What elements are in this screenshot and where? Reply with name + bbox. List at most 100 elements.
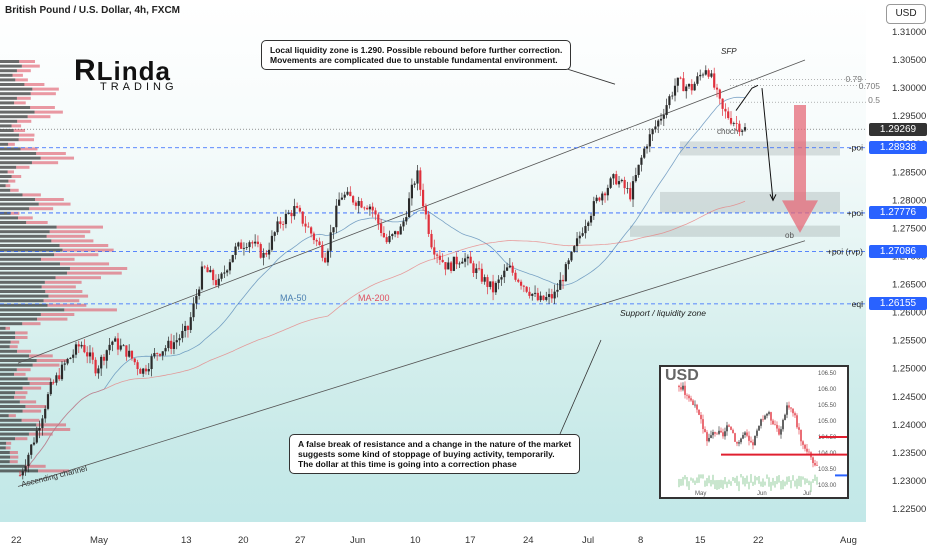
inset-volume-bar bbox=[796, 478, 798, 489]
candle-body bbox=[567, 260, 570, 265]
inset-candle-body bbox=[736, 441, 738, 444]
volume-profile-bar bbox=[0, 124, 12, 128]
inset-candle-body bbox=[778, 428, 780, 435]
candle-body bbox=[296, 206, 299, 208]
volume-profile-bar bbox=[9, 451, 18, 454]
y-tick-label: 1.28500 bbox=[892, 167, 926, 178]
candle-body bbox=[668, 96, 671, 106]
candle-body bbox=[170, 340, 173, 349]
currency-button[interactable]: USD bbox=[886, 4, 926, 24]
candle-body bbox=[665, 105, 668, 116]
candle-body bbox=[195, 295, 198, 304]
inset-title: USD bbox=[665, 367, 699, 384]
candle-body bbox=[438, 255, 441, 260]
candle-body bbox=[732, 123, 735, 124]
candle-body bbox=[354, 202, 358, 206]
candle-body bbox=[318, 241, 321, 245]
inset-candle-body bbox=[706, 432, 708, 442]
inset-candle-body bbox=[764, 415, 766, 420]
inset-volume-bar bbox=[684, 475, 686, 480]
volume-profile-bar bbox=[0, 460, 10, 464]
candle-body bbox=[671, 95, 674, 97]
inset-volume-bar bbox=[768, 477, 770, 487]
x-tick-label: 27 bbox=[295, 535, 306, 546]
inset-volume-bar bbox=[692, 478, 694, 483]
candle-body bbox=[346, 191, 349, 195]
inset-volume-bar bbox=[714, 480, 716, 490]
candle-body bbox=[547, 294, 551, 297]
candle-body bbox=[461, 261, 464, 264]
candle-body bbox=[77, 344, 80, 347]
candle-body bbox=[472, 263, 475, 273]
candle-body bbox=[419, 170, 422, 190]
candle-body bbox=[727, 111, 730, 119]
inset-candle-body bbox=[806, 448, 808, 452]
candle-body bbox=[32, 442, 36, 445]
x-tick-label: 24 bbox=[523, 535, 534, 546]
x-tick-label: 22 bbox=[753, 535, 764, 546]
candle-body bbox=[388, 236, 391, 243]
volume-profile-bar bbox=[0, 262, 60, 266]
candle-body bbox=[444, 262, 447, 270]
candle-body bbox=[282, 224, 285, 225]
inset-candle-body bbox=[690, 398, 692, 401]
x-tick-label: 13 bbox=[181, 535, 192, 546]
inset-candle-body bbox=[722, 432, 724, 437]
inset-volume-bar bbox=[752, 481, 754, 486]
y-tick-label: 1.22500 bbox=[892, 504, 926, 515]
volume-profile-bar bbox=[0, 64, 22, 68]
inset-candle-body bbox=[698, 409, 700, 415]
y-tick-label: 1.29500 bbox=[892, 111, 926, 122]
volume-profile-bar bbox=[16, 69, 31, 73]
candle-body bbox=[102, 356, 106, 361]
inset-candle-body bbox=[782, 419, 784, 430]
candle-body bbox=[338, 199, 341, 206]
candle-body bbox=[718, 89, 721, 99]
inset-volume-bar bbox=[704, 480, 706, 487]
candle-body bbox=[743, 127, 747, 131]
candle-body bbox=[533, 292, 537, 294]
candle-body bbox=[690, 84, 693, 91]
inset-candle-body bbox=[682, 385, 684, 390]
candle-body bbox=[497, 279, 500, 283]
inset-volume-bar bbox=[760, 481, 762, 487]
volume-profile-bar bbox=[54, 253, 99, 257]
candle-body bbox=[27, 454, 30, 467]
candle-body bbox=[413, 183, 416, 185]
inset-candle-body bbox=[744, 432, 746, 436]
candle-body bbox=[427, 214, 430, 234]
inset-volume-bar bbox=[786, 476, 788, 485]
volume-profile-bar bbox=[14, 372, 26, 376]
candle-body bbox=[626, 188, 629, 189]
inset-candle-body bbox=[700, 414, 702, 420]
candle-body bbox=[396, 231, 399, 235]
top-note-line-1: Local liquidity zone is 1.290. Possible … bbox=[270, 45, 563, 55]
inset-volume-bar bbox=[778, 475, 780, 483]
candle-body bbox=[741, 130, 744, 132]
inset-volume-bar bbox=[756, 477, 758, 481]
inset-candle-body bbox=[798, 427, 800, 430]
inset-candle-body bbox=[766, 413, 768, 416]
ob-label: ob bbox=[785, 231, 794, 240]
bottom-note: A false break of resistance and a change… bbox=[289, 434, 581, 474]
candle-body bbox=[240, 242, 243, 249]
volume-profile-bar bbox=[0, 271, 67, 275]
candle-body bbox=[130, 350, 134, 359]
volume-profile-bar bbox=[0, 441, 7, 445]
volume-profile-bar bbox=[8, 179, 16, 183]
candle-body bbox=[226, 270, 229, 273]
candle-body bbox=[449, 262, 453, 271]
volume-profile-bar bbox=[62, 248, 114, 252]
candle-body bbox=[511, 265, 514, 273]
volume-profile-bar bbox=[0, 317, 38, 321]
inset-candle-body bbox=[692, 400, 694, 406]
candle-body bbox=[550, 294, 553, 299]
volume-profile-bar bbox=[59, 244, 109, 247]
volume-profile-bar bbox=[66, 271, 122, 275]
inset-candle-body bbox=[792, 408, 794, 414]
candle-body bbox=[49, 381, 52, 395]
inset-candle-body bbox=[718, 430, 720, 434]
candle-body bbox=[315, 240, 318, 242]
